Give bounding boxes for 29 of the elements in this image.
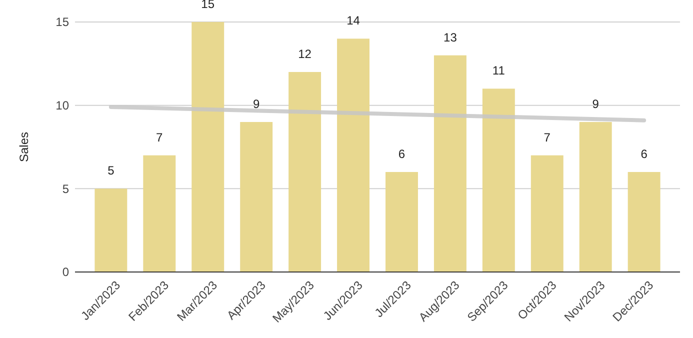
data-label: 14	[346, 14, 360, 28]
y-tick-label: 0	[62, 265, 70, 280]
bar	[385, 172, 418, 272]
bar	[192, 22, 224, 272]
bar	[434, 55, 466, 272]
bar	[337, 38, 370, 272]
y-tick-label: 10	[56, 98, 70, 113]
bar	[240, 122, 273, 272]
data-label: 12	[298, 47, 312, 61]
data-label: 9	[252, 97, 260, 111]
data-label: 7	[156, 130, 164, 144]
bar	[530, 155, 564, 272]
y-axis-title: Sales	[17, 132, 31, 162]
y-tick-label: 5	[62, 182, 70, 196]
data-label: 11	[492, 64, 506, 78]
bar	[482, 88, 515, 272]
data-label: 6	[640, 147, 648, 161]
data-label: 6	[398, 147, 406, 161]
data-label: 5	[108, 164, 115, 178]
data-label: 13	[444, 30, 458, 44]
bar	[628, 172, 660, 272]
data-label: 15	[201, 0, 215, 11]
data-label: 7	[544, 130, 551, 144]
y-tick-label: 15	[56, 15, 70, 30]
bar	[143, 155, 176, 272]
bar	[579, 122, 612, 272]
data-label: 9	[592, 97, 600, 111]
bar	[288, 72, 322, 272]
bar	[94, 188, 128, 272]
